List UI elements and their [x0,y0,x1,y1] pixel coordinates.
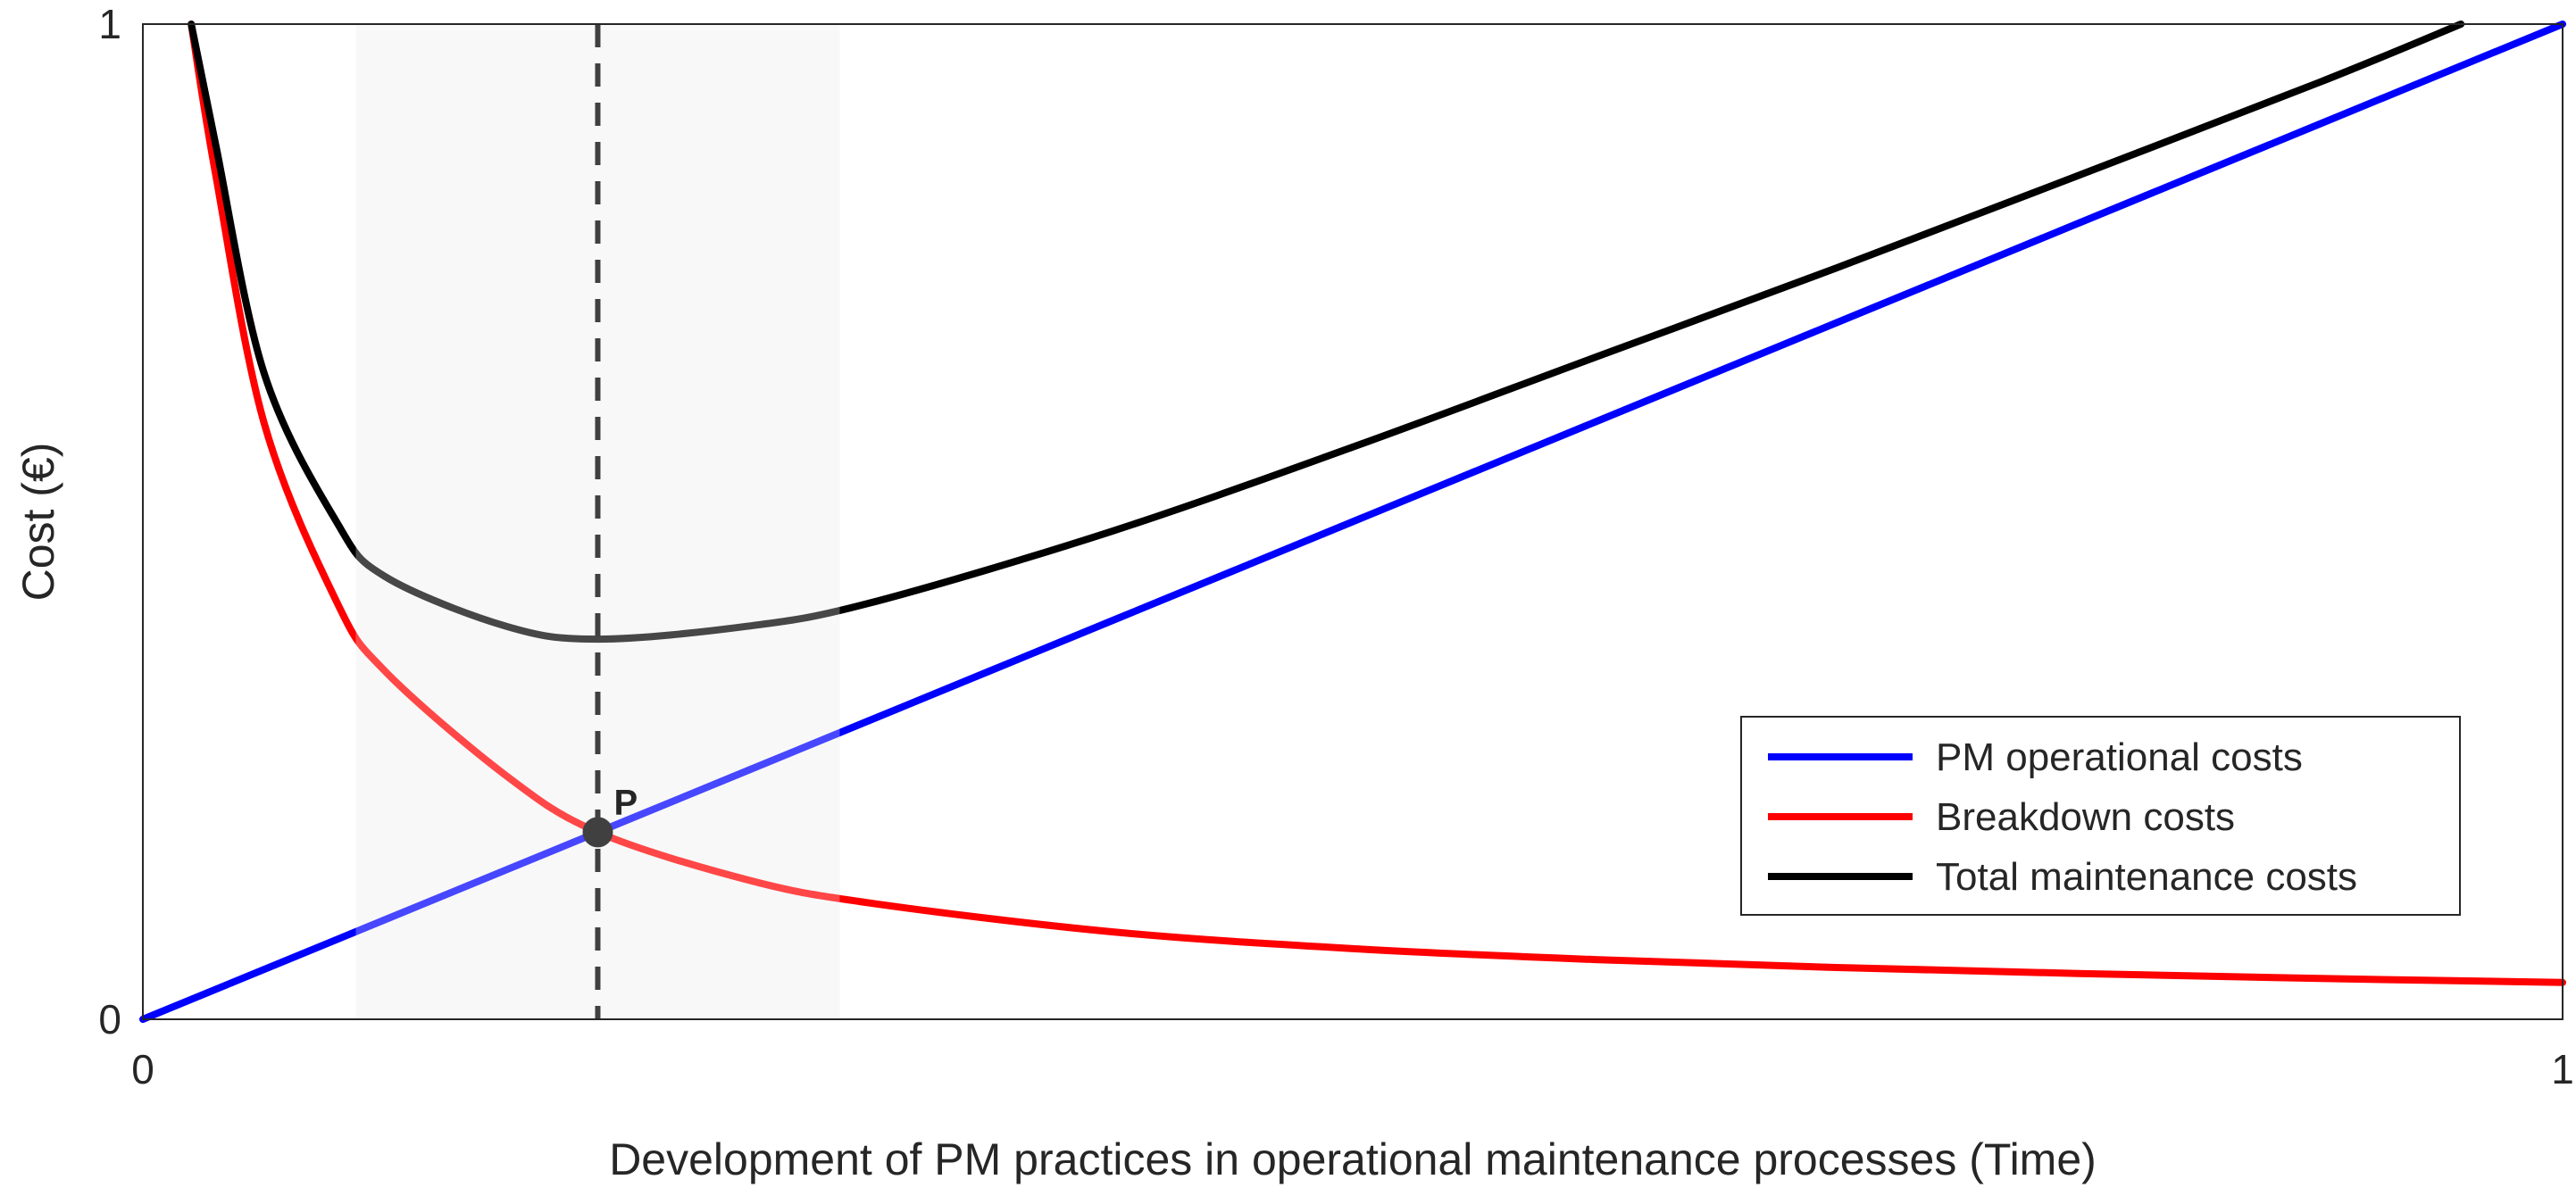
legend-entry-2: Total maintenance costs [1936,855,2357,899]
y-axis-label: Cost (€) [13,443,63,602]
x-axis-label: Development of PM practices in operation… [609,1134,2097,1184]
legend: PM operational costs Breakdown costs Total… [1740,716,2461,916]
x-tick-label-0: 0 [131,1046,154,1092]
plot-frame [142,23,2563,1020]
series-line-2 [188,21,2465,644]
y-tick-label-1: 1 [98,1,121,47]
point-marker [582,817,613,848]
legend-entry-1: Breakdown costs [1936,795,2235,839]
series-layer [139,21,2566,1023]
series-line-0 [139,21,2566,1023]
tick-layer: 0 1 0 1 [98,1,2573,1092]
legend-entry-0: PM operational costs [1936,735,2303,779]
y-tick-label-0: 0 [98,996,121,1042]
point-marker-label: P [613,783,638,822]
overlay-layer: P [355,24,840,1019]
series-line-1 [188,21,2566,986]
x-tick-label-1: 1 [2551,1046,2574,1092]
